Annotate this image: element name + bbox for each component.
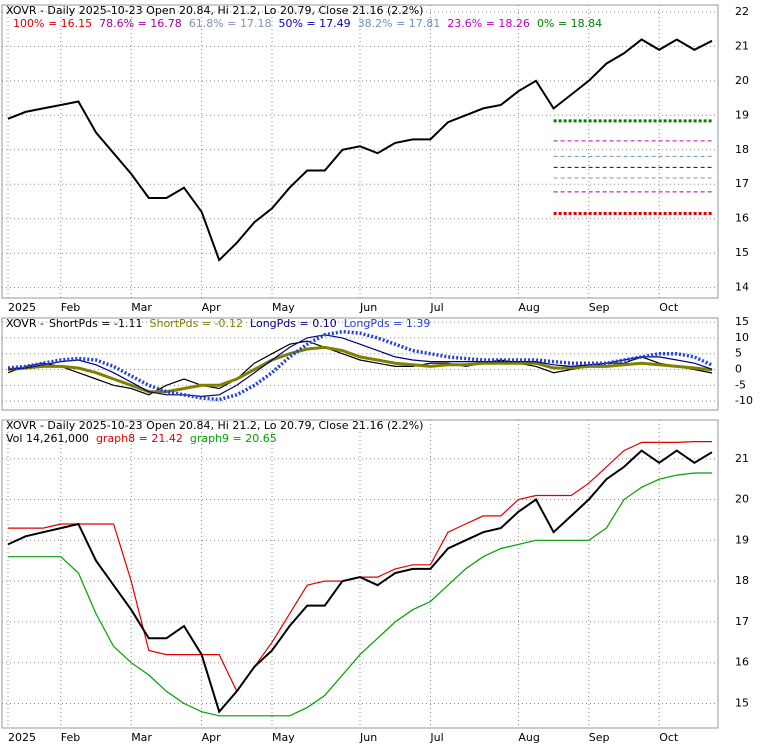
y-tick-label: 21 bbox=[735, 39, 749, 52]
plot-frame bbox=[1, 419, 719, 729]
price-line bbox=[7, 38, 713, 262]
x-tick-label: Sep bbox=[589, 731, 610, 744]
legend-entry: LongPds = 1.39 bbox=[344, 317, 431, 330]
x-tick-label: Aug bbox=[518, 301, 539, 314]
chart-title: XOVR - Daily 2025-10-23 Open 20.84, Hi 2… bbox=[6, 419, 423, 432]
y-tick-label: 17 bbox=[735, 177, 749, 190]
legend-row: Vol 14,261,000 graph8 = 21.42 graph9 = 20.… bbox=[6, 432, 277, 445]
legend-entry: 23.6% = 18.26 bbox=[447, 17, 530, 30]
y-tick-label: 10 bbox=[735, 331, 749, 344]
x-tick-label: May bbox=[272, 301, 295, 314]
x-tick-label: 2025 bbox=[8, 731, 36, 744]
y-tick-label: 5 bbox=[735, 347, 742, 360]
y-tick-label: 17 bbox=[735, 615, 749, 628]
legend-entry: 61.8% = 17.18 bbox=[189, 17, 272, 30]
x-tick-label: Oct bbox=[659, 301, 679, 314]
legend-entry: graph8 = 21.42 bbox=[96, 432, 183, 445]
y-tick-label: -5 bbox=[735, 378, 746, 391]
legend-entry: 38.2% = 17.81 bbox=[358, 17, 441, 30]
y-tick-label: 19 bbox=[735, 108, 749, 121]
y-tick-label: 20 bbox=[735, 74, 749, 87]
legend-row: 100% = 16.15 78.6% = 16.78 61.8% = 17.18 50… bbox=[13, 17, 602, 30]
y-tick-label: 15 bbox=[735, 315, 749, 328]
title-text: XOVR - bbox=[6, 317, 44, 330]
y-tick-label: 15 bbox=[735, 246, 749, 259]
x-tick-label: Jul bbox=[429, 301, 443, 314]
y-tick-label: 20 bbox=[735, 493, 749, 506]
x-tick-label: Feb bbox=[61, 731, 80, 744]
x-tick-label: Feb bbox=[61, 301, 80, 314]
x-tick-label: Mar bbox=[131, 301, 152, 314]
y-tick-label: 16 bbox=[735, 212, 749, 225]
legend-entry: ShortPds = -0.12 bbox=[149, 317, 243, 330]
x-tick-label: Mar bbox=[131, 731, 152, 744]
legend-entry: 50% = 17.49 bbox=[278, 17, 350, 30]
legend-entry: graph9 = 20.65 bbox=[190, 432, 277, 445]
x-tick-label: Jun bbox=[359, 301, 377, 314]
series-line bbox=[7, 329, 713, 402]
y-tick-label: 18 bbox=[735, 574, 749, 587]
y-tick-label: 21 bbox=[735, 452, 749, 465]
legend-entry: 100% = 16.15 bbox=[13, 17, 92, 30]
chart-title: XOVR - Daily 2025-10-23 Open 20.84, Hi 2… bbox=[6, 4, 423, 17]
chart-title: XOVR - ShortPds = -1.11 ShortPds = -0.12 Lo… bbox=[6, 317, 430, 330]
series-line bbox=[7, 334, 713, 398]
x-tick-label: Jun bbox=[359, 731, 377, 744]
y-tick-label: 0 bbox=[735, 363, 742, 376]
y-tick-label: 14 bbox=[735, 281, 749, 294]
legend-entry: LongPds = 0.10 bbox=[250, 317, 337, 330]
subtitle: Vol 14,261,000 bbox=[6, 432, 89, 445]
series-line bbox=[8, 472, 712, 717]
price-line bbox=[7, 449, 713, 714]
y-tick-label: 19 bbox=[735, 533, 749, 546]
x-tick-label: May bbox=[272, 731, 295, 744]
y-tick-label: 16 bbox=[735, 656, 749, 669]
x-tick-label: Aug bbox=[518, 731, 539, 744]
legend-entry: 0% = 18.84 bbox=[537, 17, 602, 30]
title-text: XOVR - Daily 2025-10-23 Open 20.84, Hi 2… bbox=[6, 4, 423, 17]
x-tick-label: 2025 bbox=[8, 301, 36, 314]
legend-entry: 78.6% = 16.78 bbox=[99, 17, 182, 30]
x-tick-label: Jul bbox=[429, 731, 443, 744]
y-tick-label: -10 bbox=[735, 394, 753, 407]
x-tick-label: Apr bbox=[202, 731, 222, 744]
plot-frame bbox=[1, 317, 719, 411]
legend-entry: ShortPds = -1.11 bbox=[49, 317, 143, 330]
plot-frame bbox=[1, 4, 719, 299]
y-tick-label: 15 bbox=[735, 697, 749, 710]
x-tick-label: Oct bbox=[659, 731, 679, 744]
series-line bbox=[7, 345, 713, 394]
y-tick-label: 22 bbox=[735, 5, 749, 18]
x-tick-label: Apr bbox=[202, 301, 222, 314]
x-tick-label: Sep bbox=[589, 301, 610, 314]
y-tick-label: 18 bbox=[735, 143, 749, 156]
title-text: XOVR - Daily 2025-10-23 Open 20.84, Hi 2… bbox=[6, 419, 423, 432]
